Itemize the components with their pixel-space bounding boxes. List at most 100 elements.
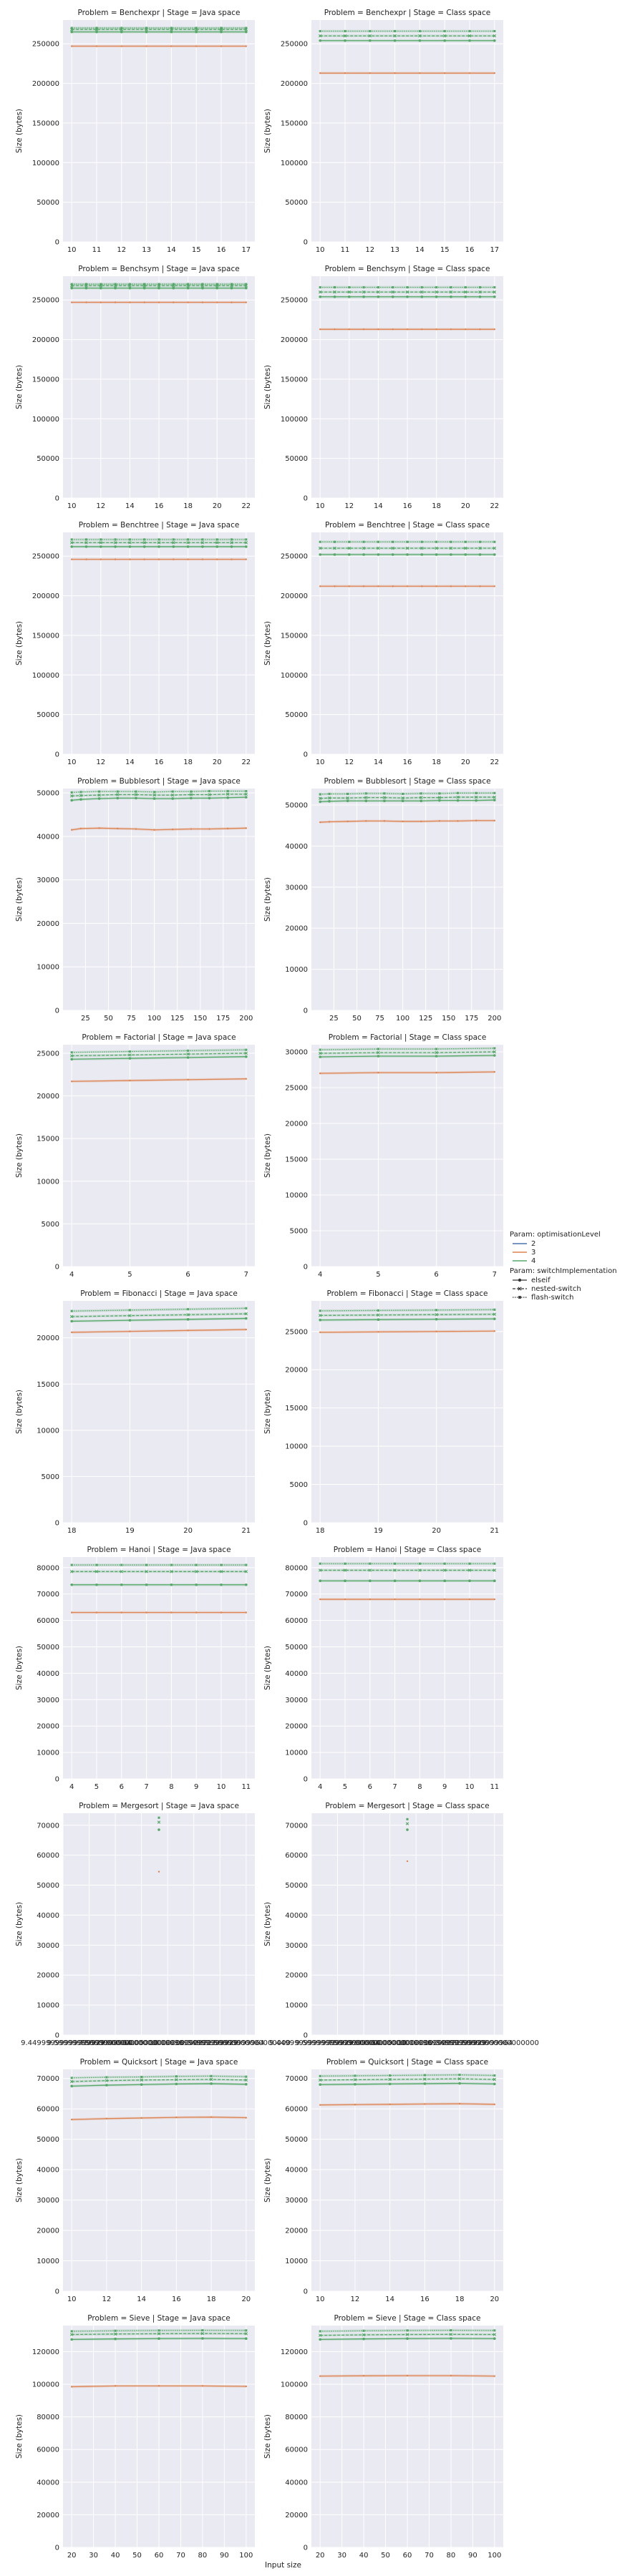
marker-circle [245, 796, 248, 799]
x-tick-label: 9.59999999999999964 [47, 2039, 132, 2047]
marker-circle [245, 1317, 248, 1320]
series-line [72, 1056, 246, 1060]
data-point [70, 829, 73, 831]
marker-x [418, 34, 422, 38]
x-tick-label: 7 [244, 1271, 248, 1279]
marker-circle [157, 286, 160, 290]
marker-square [319, 2330, 321, 2333]
x-tick-label: 200 [239, 1015, 253, 1023]
marker-x [79, 794, 83, 797]
series-group [318, 1047, 497, 1075]
x-tick-label: 16 [217, 246, 226, 254]
confidence-band [72, 1563, 246, 1566]
x-tick-label: 10.50000000000000000 [202, 2039, 291, 2047]
x-tick-label: 16 [403, 502, 412, 510]
marker-x [442, 1568, 447, 1572]
data-point [377, 328, 379, 331]
y-tick-label: 30000 [285, 1942, 308, 1950]
data-point [348, 328, 350, 331]
marker-square [333, 540, 336, 543]
data-point [201, 558, 204, 560]
marker-square [450, 286, 452, 289]
chart-panel: 10 12 14 16 18 20 22 0 50000 100000 150000 200000 25… [263, 521, 503, 766]
series-4-flash-switch [70, 283, 248, 286]
y-tick-label: 0 [304, 2545, 308, 2552]
x-tick-label: 75 [375, 1015, 384, 1023]
y-tick-label: 15000 [37, 1136, 59, 1143]
x-tick-label: 40 [359, 2552, 369, 2560]
marker-x [157, 2332, 161, 2336]
y-tick-label: 0 [55, 495, 59, 503]
x-tick-label: 6 [120, 1783, 124, 1791]
y-tick-label: 150000 [281, 376, 308, 384]
legend-entry: 4 [531, 1257, 535, 1265]
marker-circle [420, 553, 424, 556]
marker-x [393, 1568, 397, 1572]
marker-circle [333, 553, 336, 556]
chart-panel: 4 5 6 7 8 9 10 11 0 10000 20000 30000 40000 50000 6000… [263, 1546, 503, 1791]
marker-square [377, 286, 379, 289]
marker-circle [220, 30, 223, 34]
data-point [457, 820, 459, 822]
marker-circle [468, 39, 471, 42]
x-tick-label: 80 [447, 2552, 456, 2560]
series-3 [70, 301, 248, 304]
x-tick-label: 22 [490, 758, 499, 766]
marker-square [423, 2074, 426, 2077]
y-tick-label: 20000 [285, 1723, 308, 1731]
marker-circle [450, 2337, 452, 2340]
marker-square [435, 286, 438, 289]
panel-title: Problem = Hanoi | Stage = Java space [87, 1546, 231, 1554]
data-point [493, 328, 496, 331]
marker-square [443, 29, 446, 33]
marker-square [157, 2329, 160, 2332]
marker-square [362, 2329, 365, 2332]
marker-x [493, 2333, 497, 2336]
series-3 [157, 1870, 160, 1873]
y-tick-label: 50000 [37, 1644, 59, 1652]
panel-title: Problem = Benchtree | Stage = Class spac… [325, 521, 490, 530]
y-tick-label: 0 [304, 2288, 308, 2296]
marker-square [128, 1309, 131, 1312]
plot-area [311, 1557, 503, 1779]
marker-square [245, 790, 248, 793]
marker-circle [145, 1583, 148, 1586]
tick-labels: 9.449999999999999299.599999999999999649.… [21, 1822, 291, 2047]
marker-circle [328, 799, 331, 803]
x-tick-label: 5 [343, 1783, 347, 1791]
panel-title: Problem = Benchsym | Stage = Class space [325, 265, 490, 273]
series-4-elseif [406, 1828, 409, 1831]
data-point [362, 328, 365, 331]
x-tick-label: 14 [415, 246, 425, 254]
marker-circle [362, 553, 365, 556]
series-3 [319, 2102, 496, 2107]
grid [63, 2326, 255, 2548]
marker-x [318, 796, 322, 801]
data-point [406, 2374, 409, 2377]
x-tick-label: 9 [194, 1783, 198, 1791]
series-4-elseif [70, 2337, 248, 2341]
series-4-flash-switch [319, 1308, 496, 1312]
marker-x [194, 1570, 198, 1574]
series-3 [70, 44, 248, 48]
confidence-band [72, 2074, 246, 2079]
marker-circle [435, 553, 438, 556]
marker-x [318, 290, 322, 294]
marker-square [438, 792, 441, 795]
data-point [344, 1598, 346, 1601]
x-tick-label: 8 [417, 1783, 422, 1791]
x-tick-label: 100 [147, 1015, 161, 1023]
x-tick-label: 20 [461, 758, 470, 766]
x-tick-label: 25 [329, 1015, 339, 1023]
marker-x [391, 290, 394, 294]
series-3 [319, 72, 496, 75]
data-point [346, 820, 349, 823]
marker-circle [70, 545, 73, 548]
data-point [389, 2103, 391, 2106]
marker-x [209, 2077, 213, 2082]
y-tick-label: 0 [304, 2032, 308, 2040]
marker-square [493, 540, 496, 543]
y-tick-label: 50000 [37, 199, 59, 207]
y-tick-label: 70000 [285, 1591, 308, 1599]
tick-labels: 10 12 14 16 18 20 0 10000 20000 30000 40000 50000 60… [37, 2075, 251, 2303]
